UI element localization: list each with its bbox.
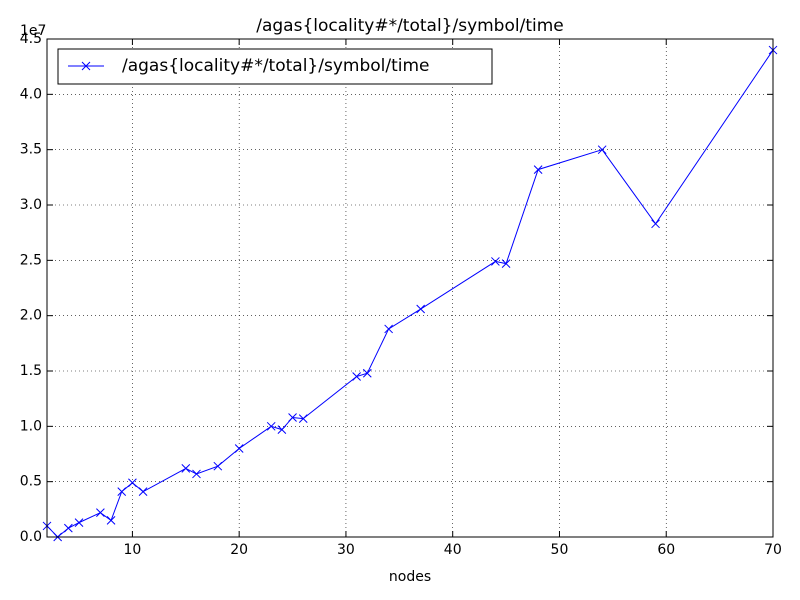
y-tick-label: 3.0 (20, 197, 42, 213)
marker (352, 372, 361, 381)
legend-marker (81, 61, 91, 71)
marker (128, 478, 137, 488)
y-tick-label: 2.0 (20, 308, 42, 324)
y-tick-label: 4.0 (20, 86, 42, 102)
marker (63, 523, 73, 533)
legend-label: /agas{locality#*/total}/symbol/time (122, 56, 430, 76)
marker (138, 487, 148, 496)
x-tick-label: 20 (230, 542, 248, 558)
x-tick-label: 30 (337, 542, 355, 558)
marker (597, 145, 607, 155)
x-tick-label: 50 (551, 542, 569, 558)
legend (57, 48, 493, 85)
marker (362, 368, 372, 378)
x-tick-label: 10 (123, 542, 141, 558)
marker (106, 516, 116, 525)
marker (213, 461, 223, 471)
marker (181, 464, 191, 473)
marker (533, 165, 543, 174)
marker (234, 444, 244, 453)
marker (266, 421, 276, 431)
marker (288, 413, 297, 422)
y-tick-label: 1.5 (20, 363, 42, 379)
x-axis-label: nodes (389, 569, 431, 585)
chart-title: /agas{locality#*/total}/symbol/time (256, 16, 564, 36)
x-tick-label: 60 (657, 542, 675, 558)
marker (491, 257, 500, 266)
marker (384, 324, 394, 334)
y-tick-label: 0.0 (20, 529, 42, 545)
y-tick-label: 3.5 (20, 142, 42, 158)
y-tick-label: 1.0 (20, 418, 42, 434)
marker (501, 259, 511, 269)
plot-frame (46, 38, 774, 538)
x-tick-label: 70 (764, 542, 782, 558)
marker (192, 469, 201, 479)
marker (277, 425, 287, 435)
y-tick-label: 2.5 (20, 252, 42, 268)
offset-label: 1e7 (20, 23, 46, 39)
marker (117, 487, 127, 496)
marker (74, 518, 84, 527)
marker (651, 219, 660, 229)
y-tick-label: 4.5 (20, 31, 42, 47)
y-tick-label: 0.5 (20, 474, 42, 490)
marker (298, 414, 308, 423)
x-tick-label: 40 (444, 542, 462, 558)
marker (416, 304, 426, 314)
marker (96, 508, 105, 518)
